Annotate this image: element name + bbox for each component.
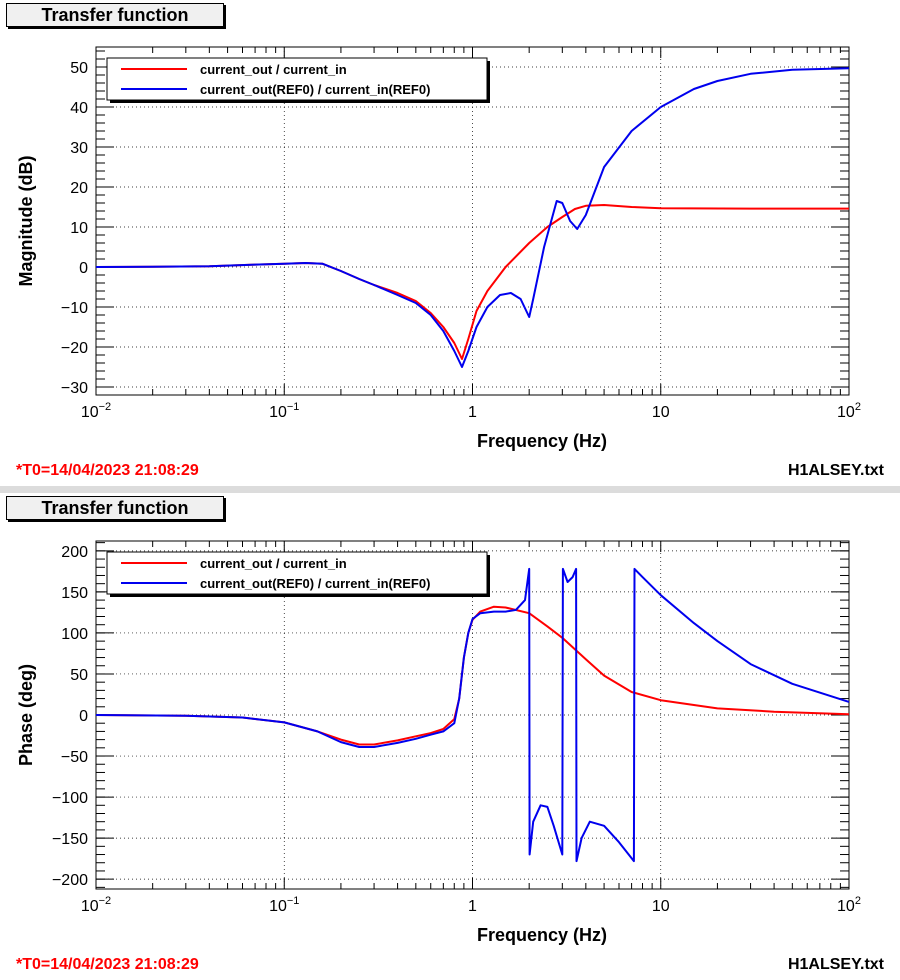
x-tick-label: 10−1	[269, 895, 299, 915]
tick-labels: 10−2 10−1 1 10 102 −30 −20 −10 0 10 20 30 40 50 Freque…	[16, 60, 861, 451]
x-tick-label: 10	[652, 898, 670, 915]
y-tick-label: −30	[61, 380, 88, 397]
filename-label: H1ALSEY.txt	[787, 956, 884, 973]
legend-box	[106, 57, 488, 101]
tick-labels: 10−2 10−1 1 10 102 −200 −150 −100 −50 0 50 100 150 20…	[16, 544, 861, 945]
x-tick-label: 102	[837, 401, 861, 421]
filename-label: H1ALSEY.txt	[787, 462, 884, 479]
y-tick-label: −150	[52, 831, 88, 848]
x-tick-label: 10−2	[81, 401, 111, 421]
y-tick-label: 0	[79, 260, 88, 277]
x-tick-label: 10−1	[269, 401, 299, 421]
y-tick-label: 10	[70, 220, 88, 237]
y-tick-label: −50	[61, 749, 88, 766]
series-line	[95, 605, 850, 746]
y-axis-label: Phase (deg)	[16, 664, 36, 766]
series-lines	[95, 567, 850, 863]
legend-label: current_out / current_in	[200, 556, 347, 571]
y-tick-label: 150	[61, 585, 88, 602]
legend-label: current_out / current_in	[200, 62, 347, 77]
x-tick-label: 102	[837, 895, 861, 915]
magnitude-panel: 10−2 10−1 1 10 102 −30 −20 −10 0 10 20 30 40 50 Freque…	[0, 0, 900, 486]
legend: current_out / current_in current_out(REF0…	[106, 57, 490, 103]
x-axis-label: Frequency (Hz)	[477, 431, 607, 451]
panel-title: Transfer function	[6, 496, 224, 520]
y-tick-label: 0	[79, 708, 88, 725]
y-axis-label: Magnitude (dB)	[16, 156, 36, 287]
legend-label: current_out(REF0) / current_in(REF0)	[200, 82, 430, 97]
y-tick-label: 50	[70, 667, 88, 684]
y-tick-label: −20	[61, 340, 88, 357]
y-tick-label: 50	[70, 60, 88, 77]
y-tick-label: −10	[61, 300, 88, 317]
y-tick-label: 100	[61, 626, 88, 643]
legend-label: current_out(REF0) / current_in(REF0)	[200, 576, 430, 591]
legend: current_out / current_in current_out(REF0…	[106, 551, 490, 597]
x-tick-label: 10−2	[81, 895, 111, 915]
phase-chart: 10−2 10−1 1 10 102 −200 −150 −100 −50 0 50 100 150 20…	[16, 540, 861, 945]
y-tick-label: −100	[52, 790, 88, 807]
timestamp-label: *T0=14/04/2023 21:08:29	[16, 956, 199, 973]
series-lines	[95, 67, 850, 368]
x-tick-label: 10	[652, 404, 670, 421]
y-tick-label: 20	[70, 180, 88, 197]
y-tick-label: −200	[52, 872, 88, 889]
panel-separator	[0, 486, 900, 493]
x-axis-label: Frequency (Hz)	[477, 925, 607, 945]
legend-box	[106, 551, 488, 595]
x-tick-label: 1	[468, 404, 477, 421]
y-tick-label: 30	[70, 140, 88, 157]
panel-title: Transfer function	[6, 3, 224, 27]
series-line	[95, 67, 850, 368]
x-tick-label: 1	[468, 898, 477, 915]
axes	[95, 46, 850, 396]
timestamp-label: *T0=14/04/2023 21:08:29	[16, 462, 199, 479]
series-line	[95, 567, 850, 863]
magnitude-chart: 10−2 10−1 1 10 102 −30 −20 −10 0 10 20 30 40 50 Freque…	[16, 46, 861, 451]
phase-panel: 10−2 10−1 1 10 102 −200 −150 −100 −50 0 50 100 150 20…	[0, 493, 900, 980]
y-tick-label: 40	[70, 100, 88, 117]
y-tick-label: 200	[61, 544, 88, 561]
